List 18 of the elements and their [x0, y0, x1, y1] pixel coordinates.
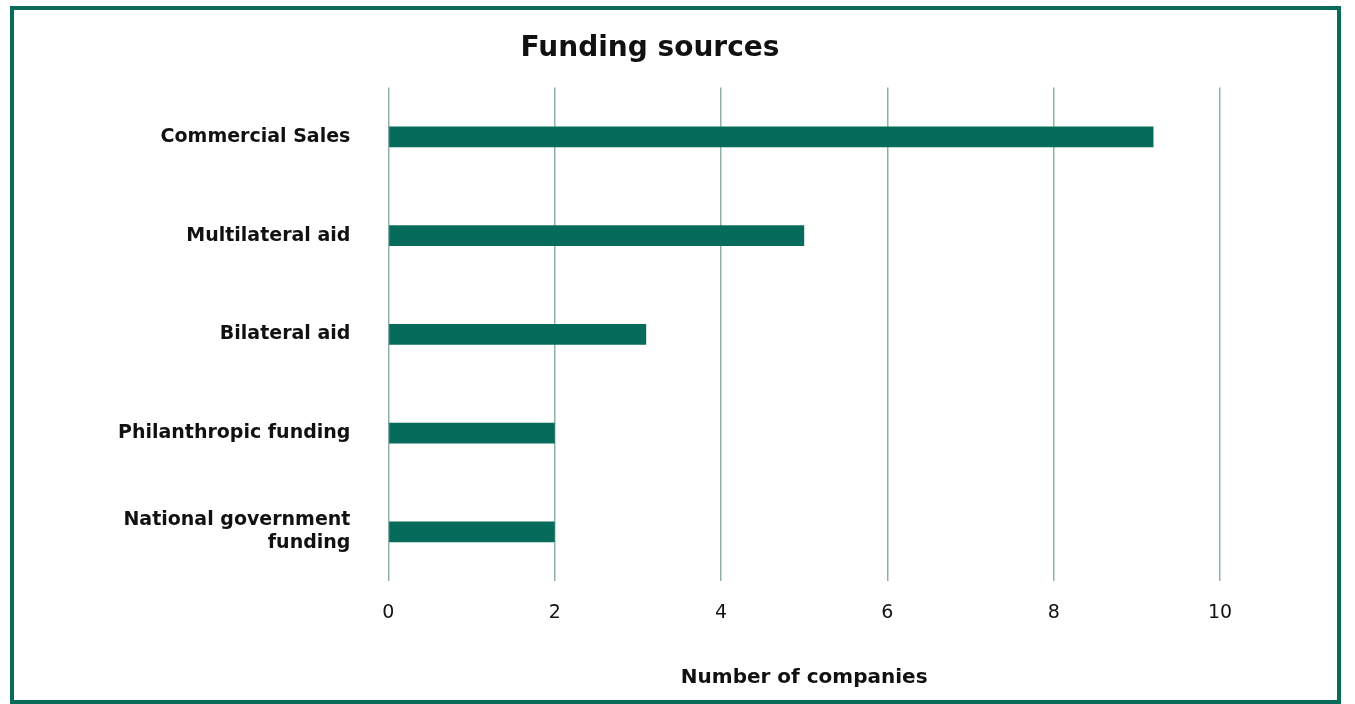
- x-tick-label: 6: [881, 599, 894, 622]
- bar: [389, 521, 555, 543]
- x-tick-label: 0: [382, 599, 395, 622]
- x-tick-label: 8: [1047, 599, 1060, 622]
- x-axis-title: Number of companies: [680, 664, 928, 689]
- x-tick-label: 10: [1207, 599, 1233, 622]
- y-tick-label: National government funding: [123, 507, 351, 553]
- y-tick-label: Multilateral aid: [186, 222, 351, 245]
- y-tick-label: Philanthropic funding: [117, 420, 351, 443]
- bar: [389, 324, 647, 345]
- chart-title: Funding sources: [520, 30, 780, 64]
- y-tick-label: Commercial Sales: [160, 123, 351, 146]
- y-tick-label: Bilateral aid: [219, 321, 351, 344]
- bar: [389, 126, 1154, 148]
- x-tick-label: 4: [715, 599, 728, 622]
- x-tick-label: 2: [548, 599, 561, 622]
- bar: [389, 422, 555, 444]
- bar: [389, 225, 805, 247]
